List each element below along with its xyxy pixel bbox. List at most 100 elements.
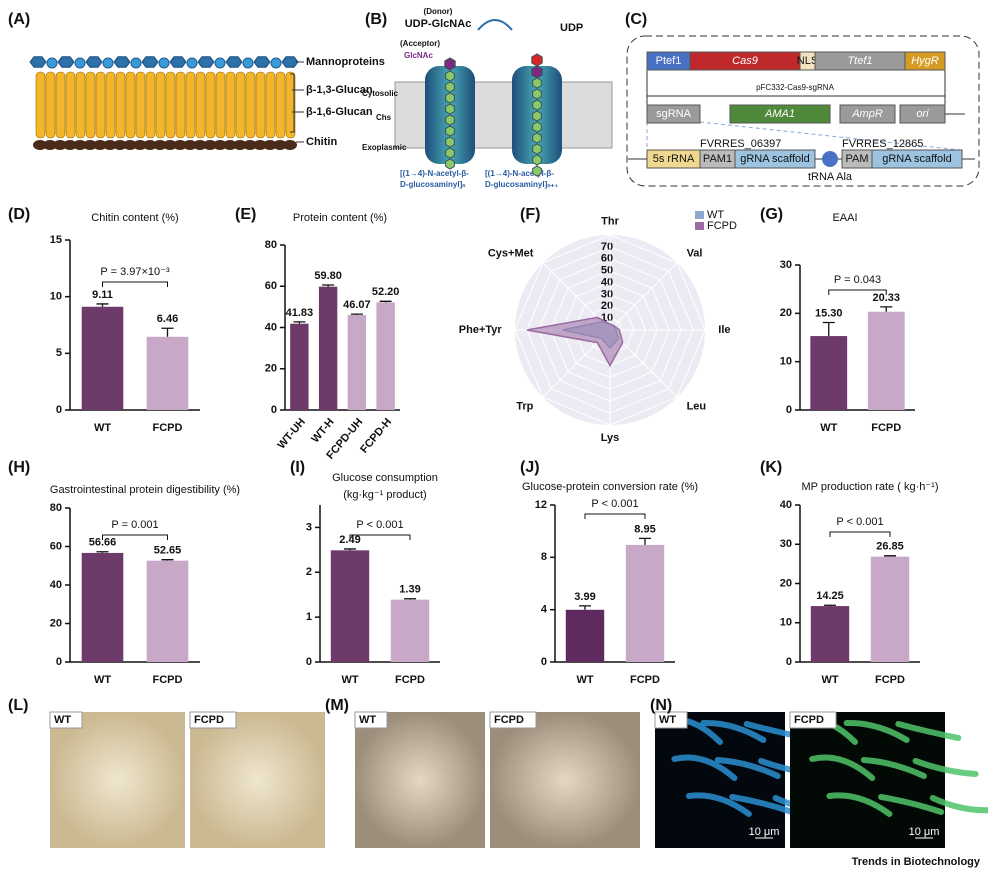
bar xyxy=(625,544,665,662)
y-tick-label: 20 xyxy=(780,577,792,589)
bar xyxy=(870,556,910,662)
chitin xyxy=(153,140,167,150)
chart-title: EAAI xyxy=(832,212,857,224)
glucan xyxy=(145,71,156,139)
value-label: 1.39 xyxy=(399,584,420,596)
y-tick-label: 60 xyxy=(50,540,62,552)
gene-box xyxy=(729,104,831,124)
legend-label: WT xyxy=(707,209,724,221)
chitin xyxy=(103,140,117,150)
target: FVRRES_06397 xyxy=(700,138,781,150)
photo-tag xyxy=(354,711,388,729)
photo xyxy=(50,712,185,848)
value-label: 15.30 xyxy=(815,307,843,319)
glucan xyxy=(215,71,226,139)
chitin xyxy=(63,140,77,150)
panel-label: (N) xyxy=(650,697,672,714)
panel-label: (G) xyxy=(760,206,783,223)
sugar xyxy=(532,77,542,89)
error-bar xyxy=(96,551,109,553)
donor-molecule: UDP-GlcNAc xyxy=(405,18,472,30)
mannoprotein xyxy=(197,56,215,68)
bar xyxy=(290,323,309,410)
gene-box xyxy=(899,104,946,124)
y-tick-label: 0 xyxy=(56,656,62,668)
significance-bracket xyxy=(828,289,887,295)
glucan xyxy=(85,71,96,139)
y-tick-label: 40 xyxy=(780,499,792,511)
mannoprotein xyxy=(130,57,142,69)
r-tick-label: 20 xyxy=(601,300,613,312)
photo-label: WT xyxy=(54,714,71,726)
photo-tag xyxy=(189,711,237,729)
x-tick-label: FCPD xyxy=(875,674,905,686)
y-tick-label: 0 xyxy=(541,656,547,668)
cytosolic: Cytosolic xyxy=(362,89,399,98)
plasmid-loop xyxy=(646,70,946,105)
hypha xyxy=(860,757,927,779)
photo-label: FCPD xyxy=(194,714,224,726)
sugar xyxy=(445,147,455,159)
error-bar xyxy=(379,300,392,303)
bar xyxy=(867,311,905,410)
mannoprotein xyxy=(85,56,103,68)
chitin xyxy=(223,140,237,150)
r-tick-label: 70 xyxy=(601,241,613,253)
error-bar xyxy=(404,598,416,600)
chitin xyxy=(233,140,247,150)
legend-swatch xyxy=(695,211,704,219)
axis-label: Trp xyxy=(516,400,533,412)
x-tick-label: FCPD-H xyxy=(358,416,394,456)
x-tick-label: WT xyxy=(94,422,111,434)
mannoprotein xyxy=(29,56,47,68)
mannoprotein xyxy=(225,56,243,68)
panel-label: (D) xyxy=(8,206,30,223)
chart-title: Glucose-protein conversion rate (%) xyxy=(522,481,698,493)
chitin xyxy=(43,140,57,150)
legend-label: FCPD xyxy=(707,220,737,232)
acceptor-molecule: GlcNAc xyxy=(404,51,433,60)
panel-label: (L) xyxy=(8,697,28,714)
r-tick-label: 40 xyxy=(601,276,613,288)
value-label: 6.46 xyxy=(157,313,178,325)
footer: Trends in Biotechnology xyxy=(852,856,981,868)
photo xyxy=(190,712,325,848)
plasmid-name: pFC332-Cas9-sgRNA xyxy=(756,83,834,92)
bar xyxy=(81,306,124,410)
r-tick-label: 60 xyxy=(601,253,613,265)
panel-label: (C) xyxy=(625,11,647,28)
y-tick-label: 30 xyxy=(780,538,792,550)
p-value: P < 0.001 xyxy=(591,498,638,510)
chain-n1: D-glucosaminyl]ₙ₊₁ xyxy=(485,180,559,189)
photo xyxy=(490,712,640,848)
glucan xyxy=(155,71,166,139)
radar-spoke xyxy=(609,262,678,331)
trna: tRNA Ala xyxy=(808,171,853,183)
sugar xyxy=(445,70,455,82)
axis-label: Cys+Met xyxy=(488,247,534,259)
glucan xyxy=(95,71,106,139)
hypha xyxy=(809,754,876,781)
chitin xyxy=(253,140,267,150)
panel-label: (E) xyxy=(235,206,256,223)
chitin xyxy=(123,140,137,150)
chitin xyxy=(283,140,297,150)
sugar xyxy=(532,165,542,177)
gene-label: 5s rRNA xyxy=(653,153,695,165)
panel-label: (J) xyxy=(520,459,540,476)
error-bar xyxy=(350,313,363,315)
plasmid-diagram: pFC332-Cas9-sgRNA FVRRES_06397 FVRRES_12… xyxy=(626,35,980,187)
glucan xyxy=(165,71,176,139)
axis-label: Lys xyxy=(601,432,620,444)
glucan xyxy=(205,71,216,139)
mannoprotein xyxy=(270,57,282,69)
mannoprotein xyxy=(57,56,75,68)
gene-label: AMA1 xyxy=(764,108,795,120)
mannoprotein xyxy=(253,56,271,68)
glucan xyxy=(235,71,246,139)
mannoprotein xyxy=(186,57,198,69)
axis-label: Phe+Tyr xyxy=(459,324,503,336)
value-label: 8.95 xyxy=(634,523,655,535)
chart-title: Chitin content (%) xyxy=(91,212,178,224)
mannoprotein xyxy=(102,57,114,69)
